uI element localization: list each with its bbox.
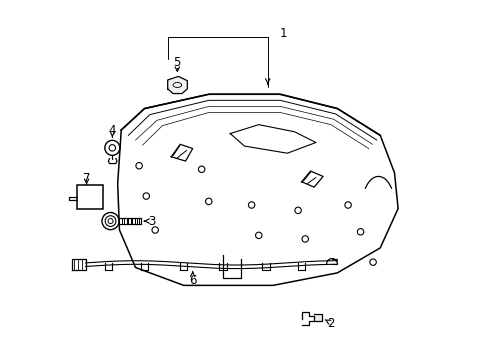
- Text: 1: 1: [280, 27, 287, 40]
- Polygon shape: [313, 314, 322, 321]
- Polygon shape: [167, 76, 187, 94]
- Text: 3: 3: [148, 215, 155, 228]
- Text: 7: 7: [82, 172, 90, 185]
- Text: 2: 2: [326, 317, 334, 330]
- Bar: [77, 185, 103, 208]
- Text: 6: 6: [188, 274, 196, 287]
- Text: 4: 4: [108, 124, 116, 137]
- Text: 5: 5: [173, 55, 180, 69]
